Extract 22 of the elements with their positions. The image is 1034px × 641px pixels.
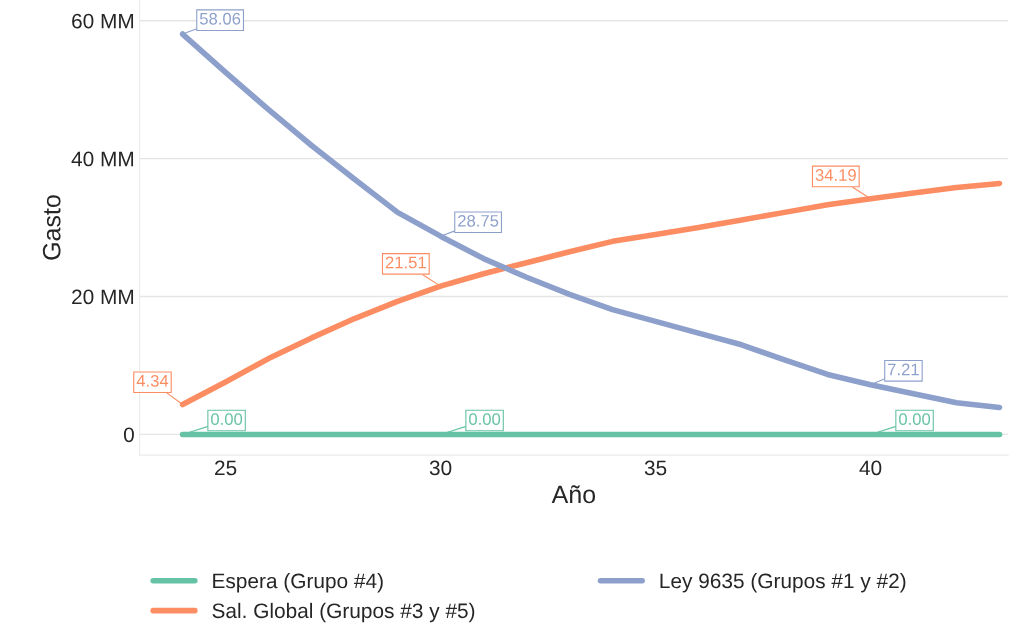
y-tick-label: 0 [123, 427, 134, 443]
y-tick-label: 20 MM [72, 289, 134, 305]
x-tick-label: 35 [644, 460, 667, 476]
data-label: 0.00 [469, 413, 501, 426]
x-tick-label: 40 [859, 460, 882, 476]
data-label: 0.00 [898, 413, 931, 426]
data-label: 28.75 [458, 214, 499, 227]
legend-label: Espera (Grupo #4) [213, 572, 383, 593]
data-label: 4.34 [136, 374, 169, 387]
y-tick-label: 60 MM [72, 13, 134, 29]
x-tick-label: 30 [429, 460, 452, 476]
data-label: 58.06 [199, 12, 241, 25]
x-axis-title: Año [551, 485, 596, 504]
y-tick-label: 40 MM [71, 151, 134, 167]
y-axis-title: Gasto [42, 195, 61, 260]
data-label: 21.51 [385, 256, 426, 269]
data-label: 7.21 [888, 363, 919, 376]
x-tick-label: 25 [215, 460, 237, 476]
data-label: 34.19 [815, 169, 856, 181]
data-label: 0.00 [211, 413, 243, 426]
legend-label: Sal. Global (Grupos #3 y #5) [212, 602, 475, 623]
legend-label: Ley 9635 (Grupos #1 y #2) [660, 572, 906, 593]
